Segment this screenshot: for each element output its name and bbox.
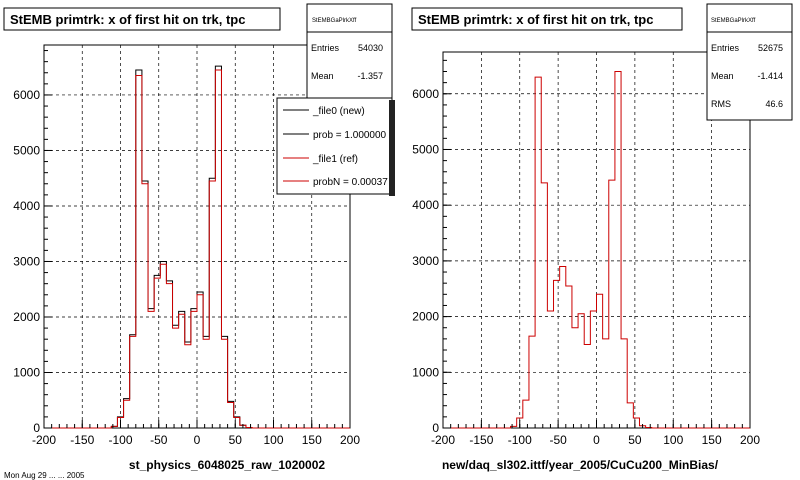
- x-tick-label: 150: [702, 433, 722, 447]
- left-x-axis-label: st_physics_6048025_raw_1020002: [129, 458, 325, 472]
- y-tick-label: 3000: [13, 254, 40, 268]
- y-tick-label: 0: [33, 421, 40, 435]
- left-title: StEMB primtrk: x of first hit on trk, tp…: [10, 12, 245, 27]
- right-stat-entries-label: Entries: [711, 43, 740, 53]
- y-tick-label: 4000: [412, 198, 439, 212]
- right-y-axis: 0 1000 2000 3000 4000 5000 6000: [412, 59, 451, 435]
- y-tick-label: 5000: [13, 143, 40, 157]
- histogram-series-1: [44, 69, 350, 429]
- legend-file0: _file0 (new): [312, 106, 365, 117]
- right-histogram-panel: StEMB primtrk: x of first hit on trk, tp…: [411, 3, 793, 472]
- x-tick-label: -200: [32, 433, 56, 447]
- right-title: StEMB primtrk: x of first hit on trk, tp…: [418, 12, 653, 27]
- right-stats-box: [706, 3, 793, 121]
- right-x-axis: -200 -150 -100 -50 0 50 100 150 200: [431, 420, 760, 447]
- right-x-axis-label: new/daq_sl302.ittf/year_2005/CuCu200_Min…: [442, 458, 719, 472]
- y-tick-label: 6000: [13, 88, 40, 102]
- x-tick-label: -200: [431, 433, 455, 447]
- right-stat-rms-value: 46.6: [765, 99, 783, 109]
- x-tick-label: 100: [263, 433, 283, 447]
- x-tick-label: -50: [549, 433, 567, 447]
- left-grid: [44, 45, 350, 428]
- left-y-axis: 0 1000 2000 3000 4000 5000 6000: [13, 50, 52, 435]
- left-histogram-lines: [44, 65, 350, 429]
- legend-file1: _file1 (ref): [312, 154, 358, 165]
- left-stat-mean-label: Mean: [311, 71, 334, 81]
- right-histogram-lines: [443, 70, 750, 429]
- x-tick-label: 50: [628, 433, 642, 447]
- x-tick-label: -100: [508, 433, 532, 447]
- left-histogram-panel: StEMB primtrk: x of first hit on trk, tp…: [3, 3, 395, 472]
- right-stat-mean-value: -1.414: [757, 71, 783, 81]
- y-tick-label: 1000: [13, 365, 40, 379]
- x-tick-label: 100: [663, 433, 683, 447]
- y-tick-label: 5000: [412, 142, 439, 156]
- legend-prob: prob = 1.000000: [313, 130, 387, 141]
- y-tick-label: 6000: [412, 87, 439, 101]
- y-tick-label: 2000: [412, 310, 439, 324]
- left-title-box: [3, 7, 281, 31]
- left-stat-entries-value: 54030: [358, 43, 383, 53]
- x-tick-label: -150: [70, 433, 94, 447]
- x-tick-label: 200: [340, 433, 360, 447]
- footer-timestamp: Mon Aug 29 ... ... 2005: [4, 471, 85, 480]
- histogram-series-0: [443, 70, 750, 429]
- right-title-box: [411, 7, 683, 31]
- left-x-axis: -200 -150 -100 -50 0 50 100 150 200: [32, 420, 360, 447]
- x-tick-label: 0: [194, 433, 201, 447]
- right-stat-entries-value: 52675: [758, 43, 783, 53]
- x-tick-label: 200: [740, 433, 760, 447]
- left-stat-entries-label: Entries: [311, 43, 340, 53]
- x-tick-label: 150: [302, 433, 322, 447]
- left-stats-title: StEMBGaPlrkXff: [312, 18, 357, 24]
- x-tick-label: -150: [469, 433, 493, 447]
- left-stat-mean-value: -1.357: [357, 71, 383, 81]
- y-tick-label: 1000: [412, 365, 439, 379]
- y-tick-label: 4000: [13, 199, 40, 213]
- x-tick-label: -50: [150, 433, 168, 447]
- right-stat-rms-label: RMS: [711, 99, 731, 109]
- right-stats-title: StEMBGaPlrkXff: [711, 18, 756, 24]
- legend-box: [276, 97, 393, 195]
- x-tick-label: 50: [229, 433, 243, 447]
- legend-shadow: [389, 100, 395, 196]
- y-tick-label: 3000: [412, 254, 439, 268]
- legend-probN: probN = 0.00037: [313, 177, 388, 188]
- right-stat-mean-label: Mean: [711, 71, 734, 81]
- y-tick-label: 0: [432, 421, 439, 435]
- x-tick-label: 0: [593, 433, 600, 447]
- y-tick-label: 2000: [13, 310, 40, 324]
- x-tick-label: -100: [108, 433, 132, 447]
